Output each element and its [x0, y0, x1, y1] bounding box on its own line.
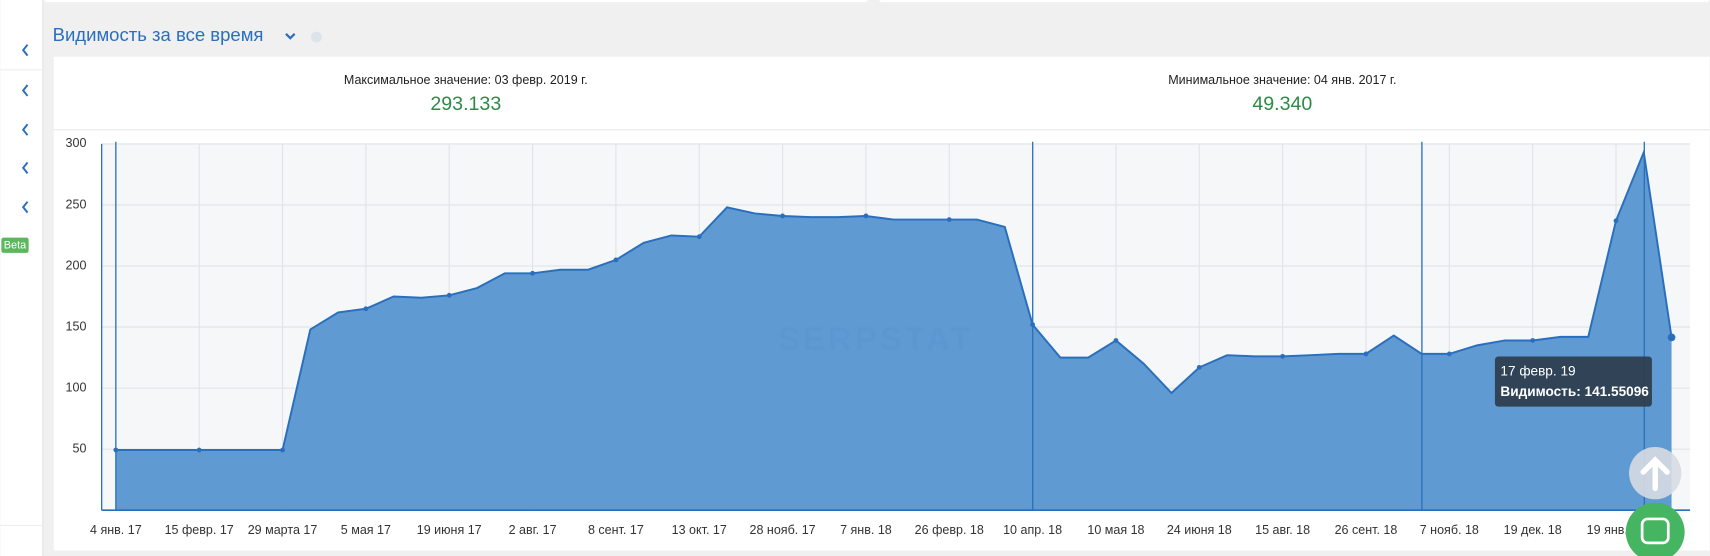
card-top-left	[44, 0, 868, 3]
card-top-right	[879, 0, 1710, 3]
point	[1196, 364, 1202, 370]
x-tick-label: 8 сент. 17	[588, 523, 644, 537]
x-tick-label: 7 нояб. 18	[1420, 523, 1479, 537]
x-tick-label: 2 авг. 17	[509, 523, 557, 537]
chevron[interactable]	[21, 84, 29, 97]
beta-badge	[1, 237, 29, 253]
y-tick-label: 300	[66, 136, 87, 150]
point	[363, 306, 369, 312]
chat-button[interactable]	[1625, 502, 1685, 556]
point	[780, 213, 785, 219]
x-tick-label: 28 нояб. 17	[750, 523, 816, 537]
x-tick-label: 29 марта 17	[248, 523, 318, 537]
point	[946, 217, 952, 223]
x-tick-label: 13 окт. 17	[672, 523, 727, 537]
point	[1363, 351, 1369, 357]
info-icon[interactable]	[310, 31, 322, 43]
point	[196, 447, 202, 453]
x-tick-label: 10 апр. 18	[1003, 523, 1062, 537]
point	[613, 257, 619, 263]
y-tick-label: 200	[66, 258, 87, 272]
section-title[interactable]: Видимость за все время	[53, 24, 264, 45]
y-tick-label: 100	[66, 380, 87, 394]
x-tick-label: 26 сент. 18	[1335, 523, 1398, 537]
sidebar-chevrons	[21, 44, 29, 214]
chart: 50 100 150 200 250 300 4 янв. 17 15 февр. 17 29 …	[66, 136, 1691, 556]
y-tick-label: 250	[66, 197, 87, 211]
y-tick-label: 50	[72, 441, 86, 455]
point	[1530, 338, 1536, 343]
chevron[interactable]	[21, 44, 29, 57]
point	[1113, 338, 1119, 343]
point	[446, 292, 452, 298]
point	[696, 234, 702, 240]
point	[530, 270, 535, 276]
beta-text: Beta	[4, 240, 27, 252]
point	[863, 213, 869, 219]
point	[280, 447, 285, 453]
max-value: 293.133	[430, 93, 501, 115]
x-tick-label: 24 июня 18	[1167, 523, 1232, 537]
line	[115, 148, 1673, 452]
max-label: Максимальное значение: 03 февр. 2019 г.	[344, 73, 588, 87]
chevron[interactable]	[21, 123, 29, 136]
chevron[interactable]	[21, 201, 29, 214]
x-tick-label: 7 янв. 18	[840, 523, 892, 537]
scroll-up-arrow	[1640, 456, 1670, 492]
sidebar	[0, 0, 43, 556]
min-label: Минимальное значение: 04 янв. 2017 г.	[1168, 73, 1396, 87]
x-tick-label: 19 июня 17	[417, 523, 482, 537]
point	[1613, 218, 1619, 224]
x-tick-label: 19 дек. 18	[1504, 523, 1562, 537]
tooltip-box	[1494, 356, 1652, 407]
x-tick-label: 15 авг. 18	[1255, 523, 1310, 537]
point	[1446, 351, 1452, 357]
point	[1280, 353, 1286, 359]
x-tick-label: 15 февр. 17	[165, 523, 234, 537]
chevron[interactable]	[21, 161, 29, 174]
area	[115, 152, 1672, 511]
x-tick-label: 10 мая 18	[1087, 523, 1144, 537]
x-tick-label: 4 янв. 17	[90, 523, 142, 537]
point	[1667, 333, 1676, 342]
title-chevron[interactable]	[285, 33, 296, 40]
tooltip-text: Видимость: 141.55096	[1500, 384, 1649, 399]
y-tick-label: 150	[66, 319, 87, 333]
min-value: 49.340	[1252, 93, 1312, 115]
tooltip-date: 17 февр. 19	[1500, 363, 1575, 378]
tooltip: 17 февр. 19 Видимость: 141.55096	[1494, 356, 1652, 407]
x-tick-label: 26 февр. 18	[915, 523, 984, 537]
chat-icon	[1640, 517, 1670, 545]
x-tick-label: 5 мая 17	[341, 523, 391, 537]
